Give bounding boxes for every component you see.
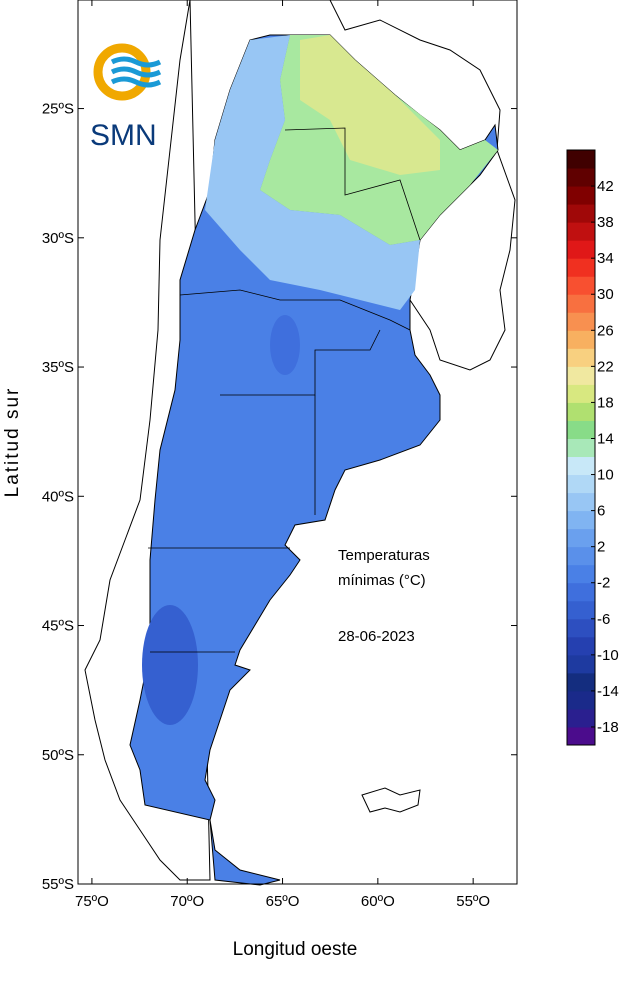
legend-swatch <box>567 618 595 638</box>
annotation: Temperaturas <box>338 547 430 564</box>
legend-swatch <box>567 474 595 494</box>
legend-swatch <box>567 186 595 205</box>
legend-swatch <box>567 672 595 692</box>
y-tick-label: 40ºS <box>42 488 74 505</box>
neighbor-outline <box>329 0 516 371</box>
legend-swatch <box>567 636 595 656</box>
logo: SMN <box>90 43 162 152</box>
province-border <box>284 127 421 241</box>
legend-swatch <box>567 150 595 169</box>
legend-swatch <box>567 384 595 403</box>
legend-tick-label: 18 <box>597 394 614 411</box>
legend-swatch <box>567 690 595 710</box>
logo-text: SMN <box>90 119 157 152</box>
legend-tick-label: 10 <box>597 467 614 484</box>
legend-swatch <box>567 240 595 259</box>
legend-swatch <box>567 438 595 458</box>
neighbor-outline <box>84 0 211 881</box>
legend-swatch <box>567 420 595 439</box>
province-border <box>179 289 411 331</box>
warm-zone <box>205 35 420 310</box>
x-axis-title: Longitud oeste <box>233 939 358 960</box>
y-tick-label: 35ºS <box>42 359 74 376</box>
y-tick-label: 30ºS <box>42 230 74 247</box>
legend-swatch <box>567 510 595 530</box>
legend-swatch <box>567 654 595 674</box>
legend-tick-label: 30 <box>597 286 614 303</box>
map-frame <box>77 0 518 885</box>
cold-core <box>142 605 198 725</box>
legend-swatch <box>567 726 595 746</box>
legend-tick-label: -10 <box>597 647 619 664</box>
x-tick-label: 65ºO <box>266 893 300 910</box>
legend-swatch <box>567 348 595 367</box>
legend-tick-label: 38 <box>597 214 614 231</box>
legend-swatch <box>567 222 595 241</box>
annotation: mínimas (°C) <box>338 572 426 589</box>
x-tick-label: 55ºO <box>456 893 490 910</box>
legend-swatch <box>567 528 595 548</box>
legend-swatch <box>567 312 595 331</box>
legend-swatch <box>567 402 595 421</box>
legend-swatch <box>567 276 595 295</box>
legend-tick-label: 6 <box>597 503 605 520</box>
warm-zone <box>300 35 440 175</box>
legend-frame <box>566 149 596 746</box>
legend-swatch <box>567 168 595 187</box>
y-tick-label: 50ºS <box>42 747 74 764</box>
y-tick-label: 25ºS <box>42 101 74 118</box>
legend-tick-label: 26 <box>597 322 614 339</box>
legend-swatch <box>567 564 595 584</box>
legend-swatch <box>567 456 595 476</box>
legend-tick-label: 34 <box>597 250 614 267</box>
map-land <box>84 0 516 886</box>
legend-swatch <box>567 204 595 223</box>
legend-swatch <box>567 258 595 277</box>
legend-swatch <box>567 366 595 385</box>
y-axis-title: Latitud sur <box>2 387 23 498</box>
legend-swatch <box>567 492 595 512</box>
cold-core <box>270 315 300 375</box>
y-tick-label: 55ºS <box>42 876 74 893</box>
legend-swatch <box>567 294 595 313</box>
legend-tick-label: -18 <box>597 719 619 736</box>
x-tick-label: 75ºO <box>75 893 109 910</box>
province-border <box>220 329 381 396</box>
legend-tick-label: -14 <box>597 683 619 700</box>
legend-tick-label: 42 <box>597 178 614 195</box>
y-tick-label: 45ºS <box>42 618 74 635</box>
annotation: 28-06-2023 <box>338 628 415 645</box>
x-tick-label: 70ºO <box>170 893 204 910</box>
legend-tick-label: 2 <box>597 539 605 556</box>
x-tick-label: 60ºO <box>361 893 395 910</box>
legend-tick-label: -6 <box>597 611 610 628</box>
legend-swatch <box>567 582 595 602</box>
legend-swatch <box>567 600 595 620</box>
legend-tick-label: -2 <box>597 575 610 592</box>
legend-tick-label: 14 <box>597 430 614 447</box>
logo-ring <box>93 43 151 101</box>
legend-tick-label: 22 <box>597 358 614 375</box>
legend-swatch <box>567 546 595 566</box>
legend-swatch <box>567 330 595 349</box>
legend-swatch <box>567 708 595 728</box>
logo-waves <box>110 56 162 88</box>
malvinas <box>361 787 421 813</box>
